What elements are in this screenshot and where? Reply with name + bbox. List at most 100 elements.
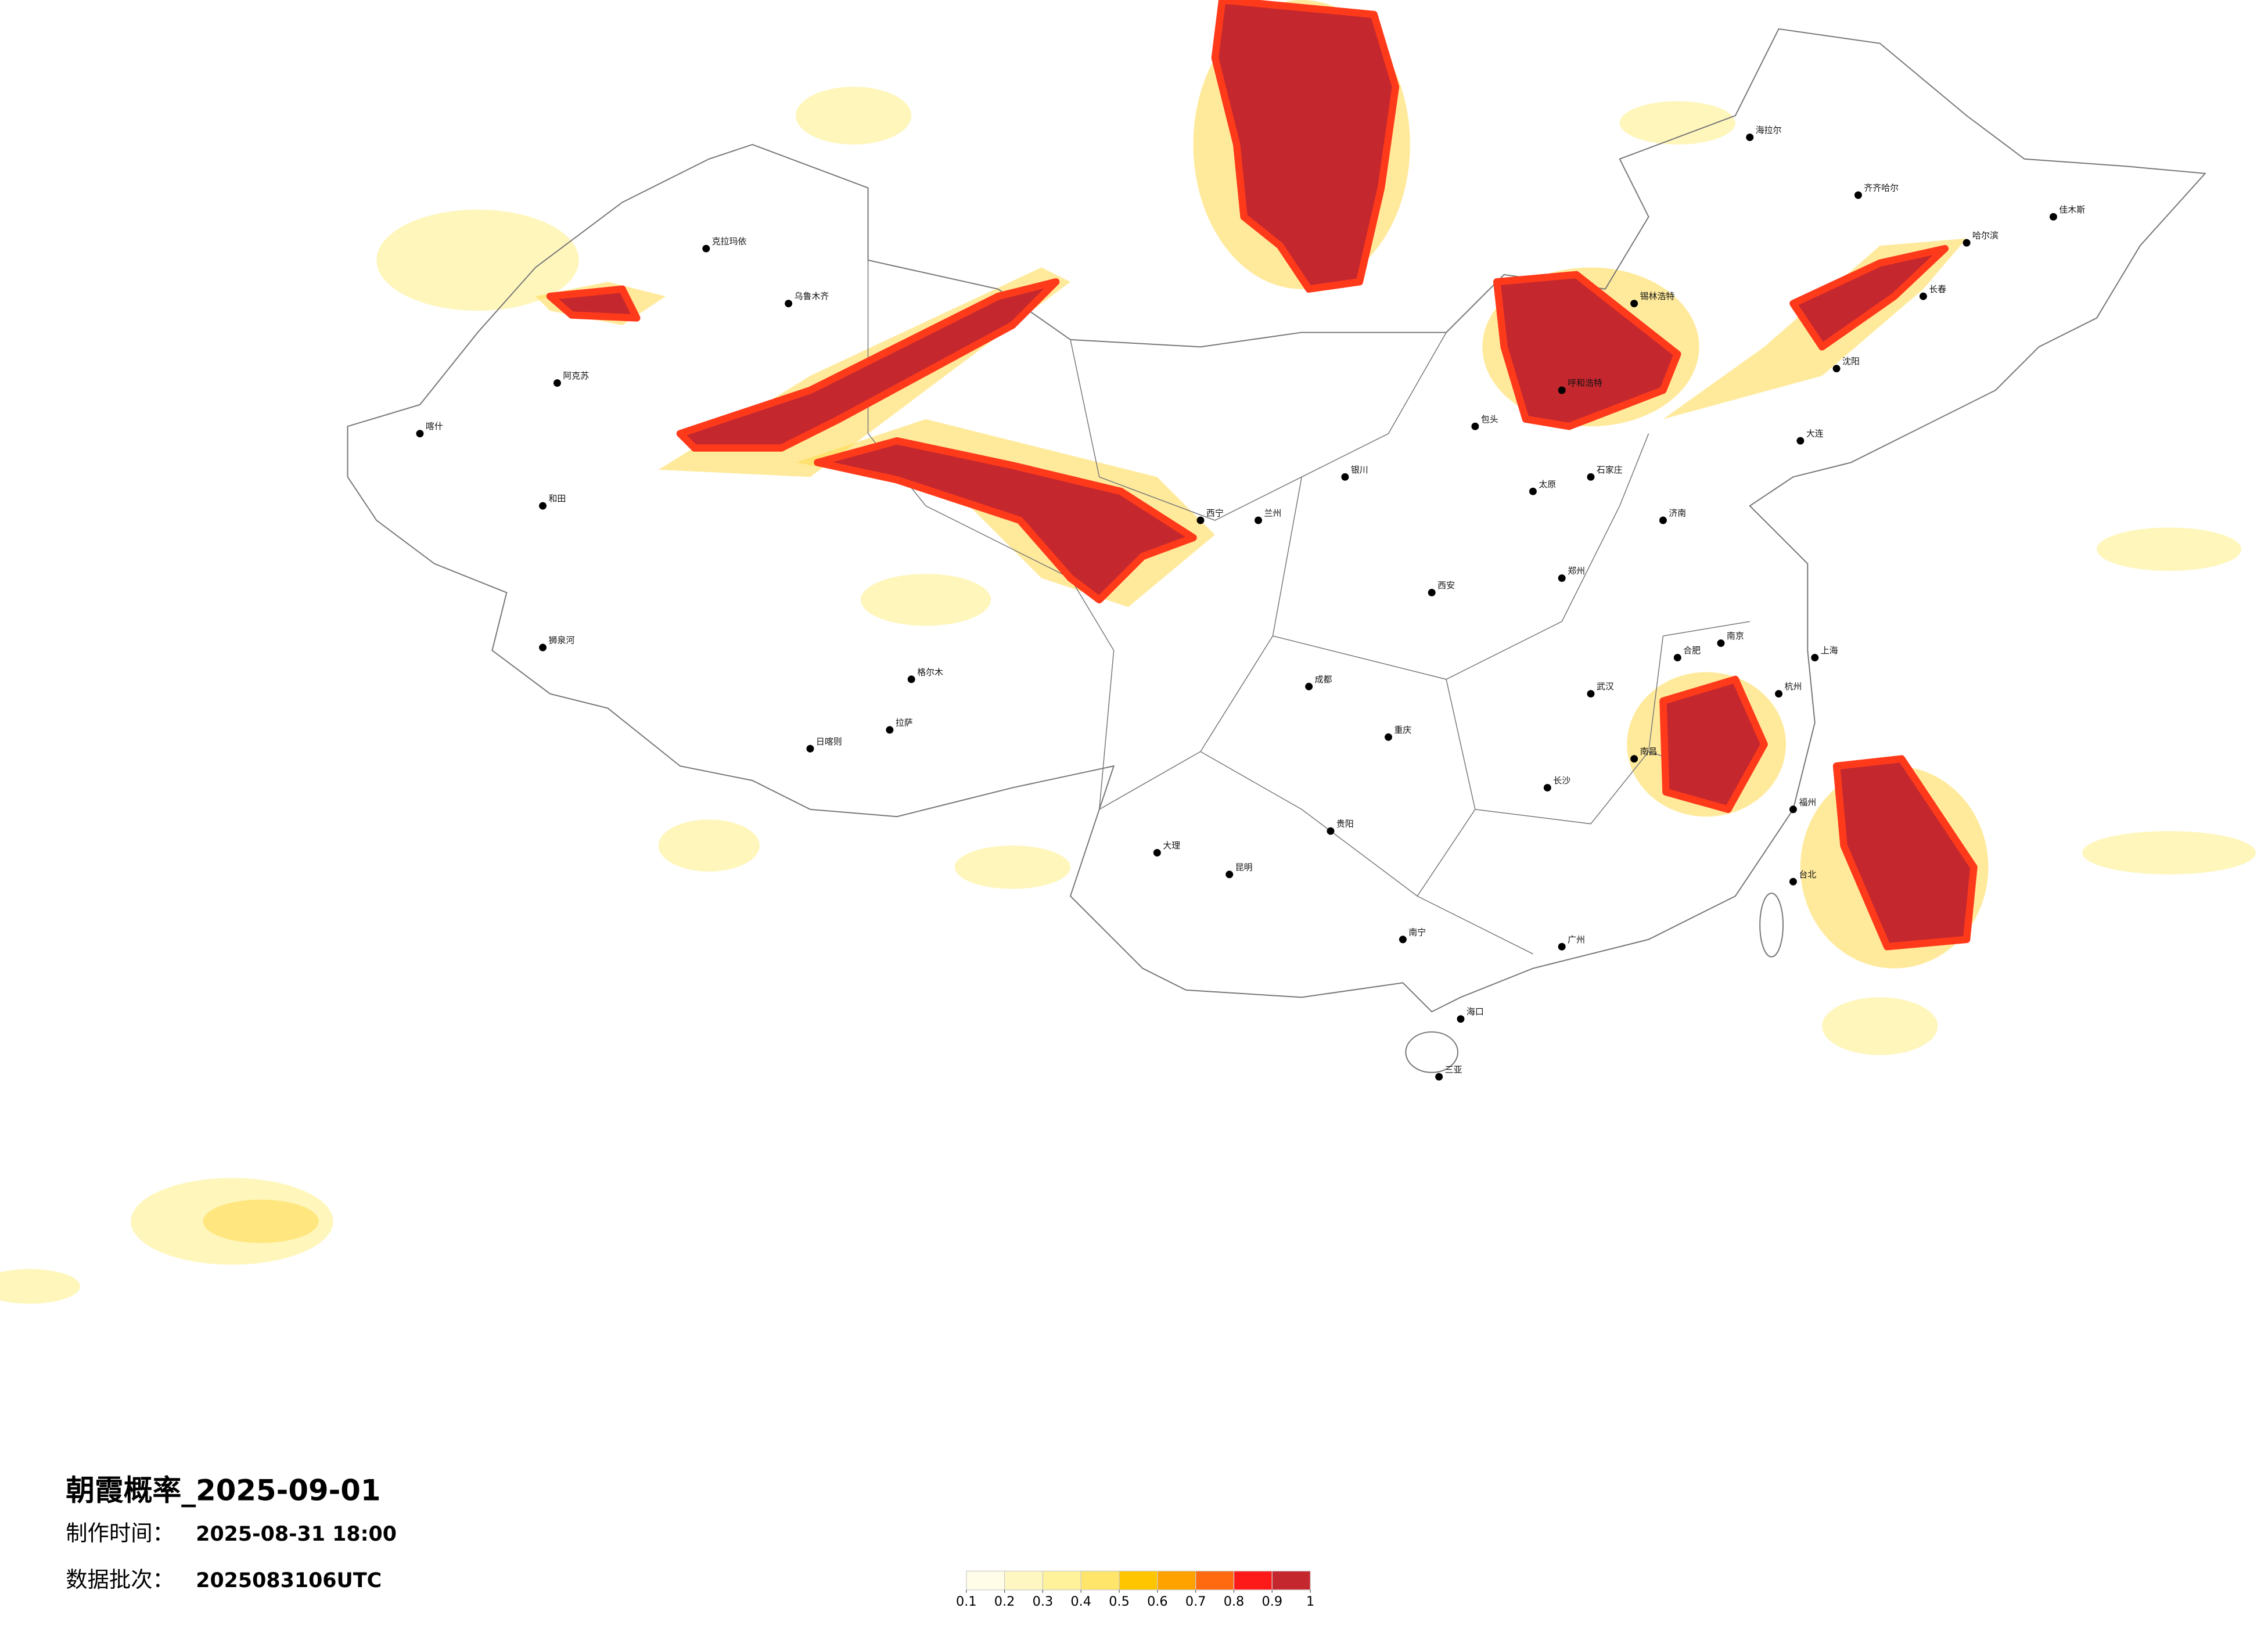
city-dot bbox=[2049, 213, 2057, 221]
city-label: 大理 bbox=[1163, 840, 1180, 851]
made-time: 2025-08-31 18:00 bbox=[196, 1523, 397, 1546]
legend-tick-label: 0.7 bbox=[1185, 1594, 1206, 1609]
city-label: 台北 bbox=[1799, 869, 1816, 880]
city-label: 兰州 bbox=[1264, 508, 1282, 519]
city-dot bbox=[1435, 1073, 1443, 1081]
city-label: 长春 bbox=[1929, 284, 1946, 294]
city-dot bbox=[702, 244, 710, 253]
city-label: 西宁 bbox=[1206, 508, 1224, 519]
city-dot bbox=[1529, 487, 1537, 495]
city-label: 成都 bbox=[1315, 674, 1332, 685]
city-dot bbox=[1746, 133, 1754, 141]
city-label: 上海 bbox=[1821, 645, 1838, 656]
legend-swatch bbox=[1080, 1570, 1120, 1591]
city-label: 昆明 bbox=[1235, 862, 1253, 872]
legend-tick-label: 0.3 bbox=[1033, 1594, 1054, 1609]
city-label: 喀什 bbox=[426, 421, 443, 431]
city-label: 狮泉河 bbox=[549, 635, 575, 646]
city-dot bbox=[1854, 191, 1862, 199]
city-label: 南宁 bbox=[1408, 927, 1426, 937]
legend-swatch bbox=[1195, 1570, 1235, 1591]
city-label: 和田 bbox=[549, 494, 566, 504]
city-label: 济南 bbox=[1669, 508, 1686, 519]
city-dot bbox=[1327, 827, 1335, 835]
city-label: 乌鲁木齐 bbox=[795, 291, 829, 301]
legend-swatch bbox=[966, 1570, 1005, 1591]
city-dot bbox=[806, 744, 814, 753]
legend-swatch bbox=[1119, 1570, 1158, 1591]
legend-tick-label: 0.2 bbox=[994, 1594, 1015, 1609]
city-dot bbox=[1630, 300, 1638, 308]
city-dot bbox=[1255, 516, 1263, 524]
city-label: 西安 bbox=[1437, 580, 1455, 591]
city-label: 福州 bbox=[1799, 797, 1816, 807]
made-label: 制作时间： bbox=[66, 1520, 174, 1546]
city-label: 海口 bbox=[1467, 1006, 1484, 1017]
legend: 0.1 0.2 0.3 0.4 0.5 0.6 0.7 0.8 0.9 1 bbox=[956, 1570, 1314, 1609]
batch: 2025083106UTC bbox=[196, 1569, 382, 1592]
city-dot bbox=[1153, 848, 1161, 857]
city-label: 郑州 bbox=[1568, 566, 1585, 576]
legend-swatch bbox=[1042, 1570, 1081, 1591]
city-dot bbox=[1659, 516, 1667, 524]
city-dot bbox=[1587, 690, 1595, 698]
city-dot bbox=[1796, 437, 1805, 445]
batch-label: 数据批次： bbox=[66, 1567, 174, 1592]
city-label: 大连 bbox=[1806, 429, 1824, 439]
city-label: 佳木斯 bbox=[2059, 204, 2085, 215]
city-dot bbox=[1225, 870, 1234, 879]
legend-swatch bbox=[1157, 1570, 1196, 1591]
city-dot bbox=[1717, 639, 1725, 647]
city-label: 格尔木 bbox=[917, 667, 943, 677]
city-label: 杭州 bbox=[1785, 681, 1802, 692]
city-dot bbox=[1832, 365, 1841, 373]
city-label: 合肥 bbox=[1683, 645, 1701, 656]
city-label: 长沙 bbox=[1553, 775, 1570, 786]
legend-tick-label: 0.8 bbox=[1224, 1594, 1245, 1609]
city-label: 武汉 bbox=[1597, 681, 1614, 692]
city-label: 日喀则 bbox=[816, 736, 842, 747]
legend-tick-label: 1 bbox=[1306, 1594, 1314, 1609]
city-dot bbox=[1558, 386, 1566, 394]
city-label: 广州 bbox=[1568, 934, 1585, 945]
city-label: 三亚 bbox=[1445, 1064, 1462, 1075]
legend-tick-label: 0.4 bbox=[1070, 1594, 1091, 1609]
legend-tick-label: 0.5 bbox=[1109, 1594, 1130, 1609]
city-dot bbox=[1196, 516, 1205, 524]
legend-tick-label: 0.1 bbox=[956, 1594, 977, 1609]
legend-swatch bbox=[1233, 1570, 1273, 1591]
city-dot bbox=[1587, 473, 1595, 481]
city-dot bbox=[1305, 682, 1313, 690]
city-dot bbox=[1558, 942, 1566, 951]
city-label: 海拉尔 bbox=[1756, 125, 1782, 135]
city-label: 南京 bbox=[1727, 631, 1744, 641]
city-dot bbox=[553, 379, 561, 387]
city-label: 石家庄 bbox=[1597, 465, 1623, 475]
city-label: 包头 bbox=[1481, 414, 1498, 425]
city-label: 哈尔滨 bbox=[1972, 231, 1999, 241]
city-dot bbox=[1789, 877, 1797, 886]
city-label: 锡林浩特 bbox=[1640, 291, 1675, 301]
legend-tick-label: 0.6 bbox=[1147, 1594, 1168, 1609]
city-dot bbox=[907, 675, 915, 684]
city-dot bbox=[1789, 805, 1797, 814]
city-dot bbox=[1471, 422, 1479, 430]
legend-swatch bbox=[1004, 1570, 1044, 1591]
city-label: 太原 bbox=[1539, 479, 1556, 490]
city-dot bbox=[785, 300, 793, 308]
city-label: 呼和浩特 bbox=[1568, 378, 1602, 388]
high-probability-areas bbox=[546, 0, 1978, 951]
city-label: 齐齐哈尔 bbox=[1864, 183, 1899, 193]
city-label: 银川 bbox=[1351, 465, 1368, 475]
city-dot bbox=[1457, 1015, 1465, 1023]
city-label: 克拉玛依 bbox=[712, 236, 747, 247]
city-dot bbox=[1399, 936, 1407, 944]
city-label: 重庆 bbox=[1394, 725, 1412, 735]
city-dot bbox=[1775, 690, 1783, 698]
city-label: 沈阳 bbox=[1842, 356, 1860, 366]
city-dot bbox=[539, 643, 547, 652]
city-label: 南昌 bbox=[1640, 746, 1658, 757]
city-label: 拉萨 bbox=[896, 717, 913, 728]
city-dot bbox=[416, 430, 424, 438]
